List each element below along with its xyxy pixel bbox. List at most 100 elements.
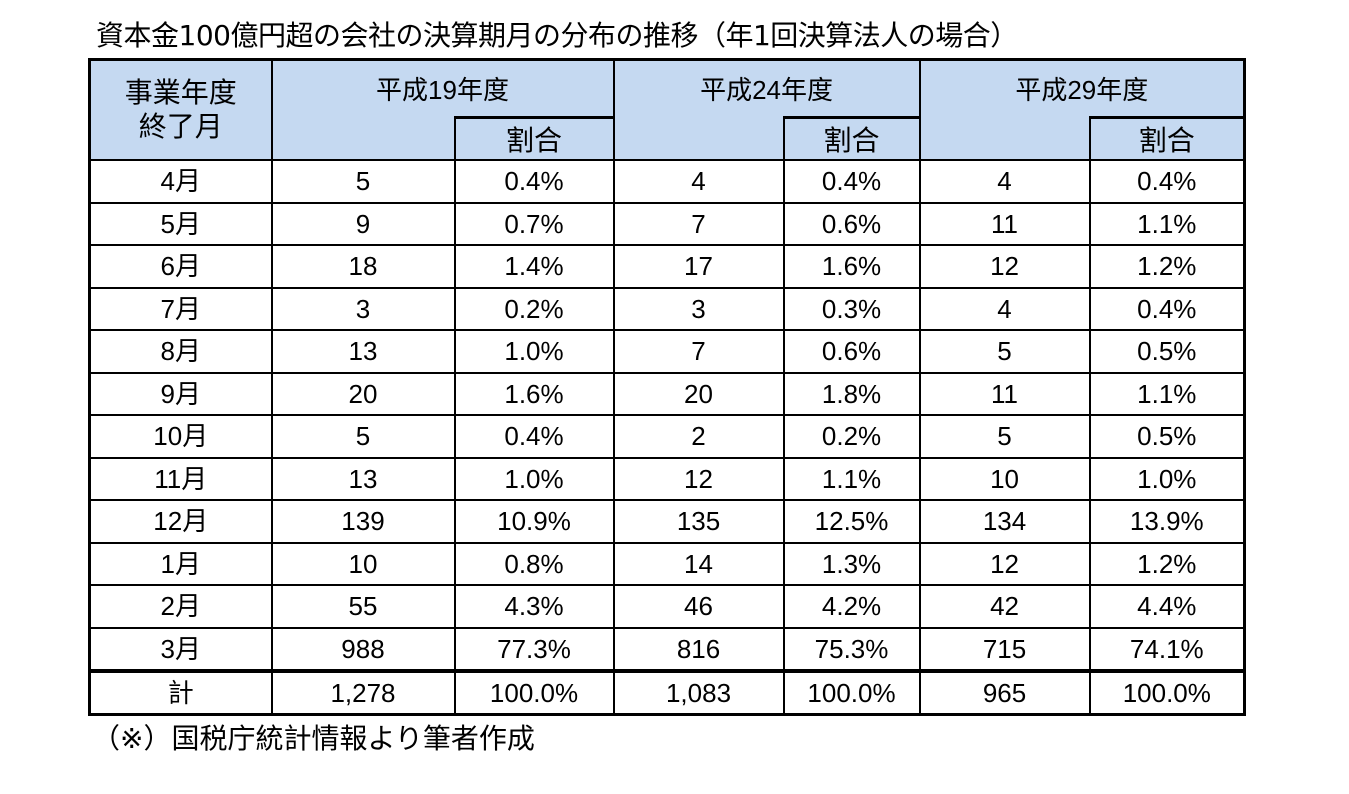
total-count-h19-cell: 1,278	[270, 669, 456, 716]
month-cell: 10月	[88, 414, 273, 459]
ratio-h29-cell: 1.0%	[1088, 456, 1246, 501]
ratio-h29-cell: 1.2%	[1088, 244, 1246, 289]
ratio-h24-cell: 0.2%	[782, 414, 921, 459]
table-row: 11月 13 1.0% 12 1.1% 10 1.0%	[88, 456, 1246, 501]
ratio-h19-cell: 1.0%	[453, 456, 615, 501]
count-h19-cell: 10	[270, 541, 456, 586]
table-row: 8月 13 1.0% 7 0.6% 5 0.5%	[88, 329, 1246, 374]
header-fiscal-month: 事業年度 終了月	[88, 58, 273, 161]
header-ratio-h19: 割合	[453, 116, 615, 161]
count-h24-cell: 2	[612, 414, 785, 459]
table-row: 9月 20 1.6% 20 1.8% 11 1.1%	[88, 371, 1246, 416]
table-row: 4月 5 0.4% 4 0.4% 4 0.4%	[88, 159, 1246, 204]
total-count-h24-cell: 1,083	[612, 669, 785, 716]
table-row: 12月 139 10.9% 135 12.5% 134 13.9%	[88, 499, 1246, 544]
total-ratio-h24-cell: 100.0%	[782, 669, 921, 716]
count-h24-cell: 17	[612, 244, 785, 289]
header-ratio-h29: 割合	[1088, 116, 1246, 161]
count-h24-cell: 3	[612, 286, 785, 331]
month-cell: 5月	[88, 201, 273, 246]
ratio-h19-cell: 4.3%	[453, 584, 615, 629]
total-row: 計 1,278 100.0% 1,083 100.0% 965 100.0%	[88, 669, 1246, 716]
count-h19-cell: 139	[270, 499, 456, 544]
ratio-h19-cell: 1.6%	[453, 371, 615, 416]
ratio-h24-cell: 75.3%	[782, 626, 921, 672]
table-title: 資本金100億円超の会社の決算期月の分布の推移（年1回決算法人の場合）	[96, 19, 1018, 52]
count-h24-cell: 20	[612, 371, 785, 416]
count-h29-cell: 715	[918, 626, 1091, 672]
header-fiscal-month-line1: 事業年度	[124, 77, 237, 108]
count-h29-cell: 42	[918, 584, 1091, 629]
month-cell: 4月	[88, 159, 273, 204]
header-count-h24	[612, 117, 785, 161]
count-h29-cell: 5	[918, 329, 1091, 374]
month-cell: 12月	[88, 499, 273, 544]
ratio-h24-cell: 1.1%	[782, 456, 921, 501]
ratio-h24-cell: 0.3%	[782, 286, 921, 331]
count-h24-cell: 12	[612, 456, 785, 501]
count-h29-cell: 11	[918, 201, 1091, 246]
count-h29-cell: 134	[918, 499, 1091, 544]
table-row: 7月 3 0.2% 3 0.3% 4 0.4%	[88, 286, 1246, 331]
total-ratio-h29-cell: 100.0%	[1088, 669, 1246, 716]
ratio-h29-cell: 0.4%	[1088, 286, 1246, 331]
ratio-h29-cell: 1.1%	[1088, 201, 1246, 246]
count-h29-cell: 12	[918, 244, 1091, 289]
count-h19-cell: 5	[270, 414, 456, 459]
ratio-h19-cell: 0.2%	[453, 286, 615, 331]
header-year-h29: 平成29年度	[918, 58, 1246, 118]
month-cell: 7月	[88, 286, 273, 331]
ratio-h29-cell: 0.4%	[1088, 159, 1246, 204]
month-cell: 8月	[88, 329, 273, 374]
ratio-h19-cell: 0.4%	[453, 159, 615, 204]
table-row: 3月 988 77.3% 816 75.3% 715 74.1%	[88, 626, 1246, 672]
ratio-h19-cell: 1.0%	[453, 329, 615, 374]
count-h19-cell: 18	[270, 244, 456, 289]
count-h19-cell: 55	[270, 584, 456, 629]
count-h24-cell: 14	[612, 541, 785, 586]
ratio-h29-cell: 1.2%	[1088, 541, 1246, 586]
month-cell: 2月	[88, 584, 273, 629]
ratio-h19-cell: 10.9%	[453, 499, 615, 544]
table-row: 2月 55 4.3% 46 4.2% 42 4.4%	[88, 584, 1246, 629]
count-h24-cell: 135	[612, 499, 785, 544]
count-h29-cell: 11	[918, 371, 1091, 416]
count-h29-cell: 4	[918, 286, 1091, 331]
header-count-h29	[918, 117, 1091, 161]
count-h24-cell: 7	[612, 201, 785, 246]
fiscal-month-distribution-table: 事業年度 終了月 平成19年度 平成24年度 平成29年度 割合 割合 割合 4…	[88, 58, 1247, 716]
table-row: 10月 5 0.4% 2 0.2% 5 0.5%	[88, 414, 1246, 459]
count-h19-cell: 3	[270, 286, 456, 331]
header-fiscal-month-line2: 終了月	[138, 111, 223, 142]
ratio-h19-cell: 0.8%	[453, 541, 615, 586]
ratio-h29-cell: 0.5%	[1088, 329, 1246, 374]
header-year-h24: 平成24年度	[612, 58, 921, 118]
total-ratio-h19-cell: 100.0%	[453, 669, 615, 716]
ratio-h29-cell: 0.5%	[1088, 414, 1246, 459]
month-cell: 1月	[88, 541, 273, 586]
ratio-h19-cell: 0.4%	[453, 414, 615, 459]
count-h29-cell: 10	[918, 456, 1091, 501]
header-count-h19	[270, 117, 456, 161]
ratio-h24-cell: 0.6%	[782, 201, 921, 246]
ratio-h24-cell: 0.6%	[782, 329, 921, 374]
count-h19-cell: 13	[270, 456, 456, 501]
count-h24-cell: 7	[612, 329, 785, 374]
table-row: 6月 18 1.4% 17 1.6% 12 1.2%	[88, 244, 1246, 289]
ratio-h19-cell: 1.4%	[453, 244, 615, 289]
ratio-h24-cell: 1.3%	[782, 541, 921, 586]
header-ratio-h24: 割合	[782, 116, 921, 161]
ratio-h24-cell: 1.6%	[782, 244, 921, 289]
ratio-h29-cell: 4.4%	[1088, 584, 1246, 629]
total-count-h29-cell: 965	[918, 669, 1091, 716]
month-cell: 6月	[88, 244, 273, 289]
ratio-h19-cell: 0.7%	[453, 201, 615, 246]
ratio-h19-cell: 77.3%	[453, 626, 615, 672]
source-note: （※）国税庁統計情報より筆者作成	[92, 722, 535, 755]
count-h24-cell: 46	[612, 584, 785, 629]
ratio-h24-cell: 1.8%	[782, 371, 921, 416]
month-cell: 3月	[88, 626, 273, 672]
count-h19-cell: 9	[270, 201, 456, 246]
table-body: 4月 5 0.4% 4 0.4% 4 0.4% 5月 9 0.7% 7 0.6% 11 1.1% 6月 18 1…	[88, 159, 1246, 716]
count-h24-cell: 816	[612, 626, 785, 672]
